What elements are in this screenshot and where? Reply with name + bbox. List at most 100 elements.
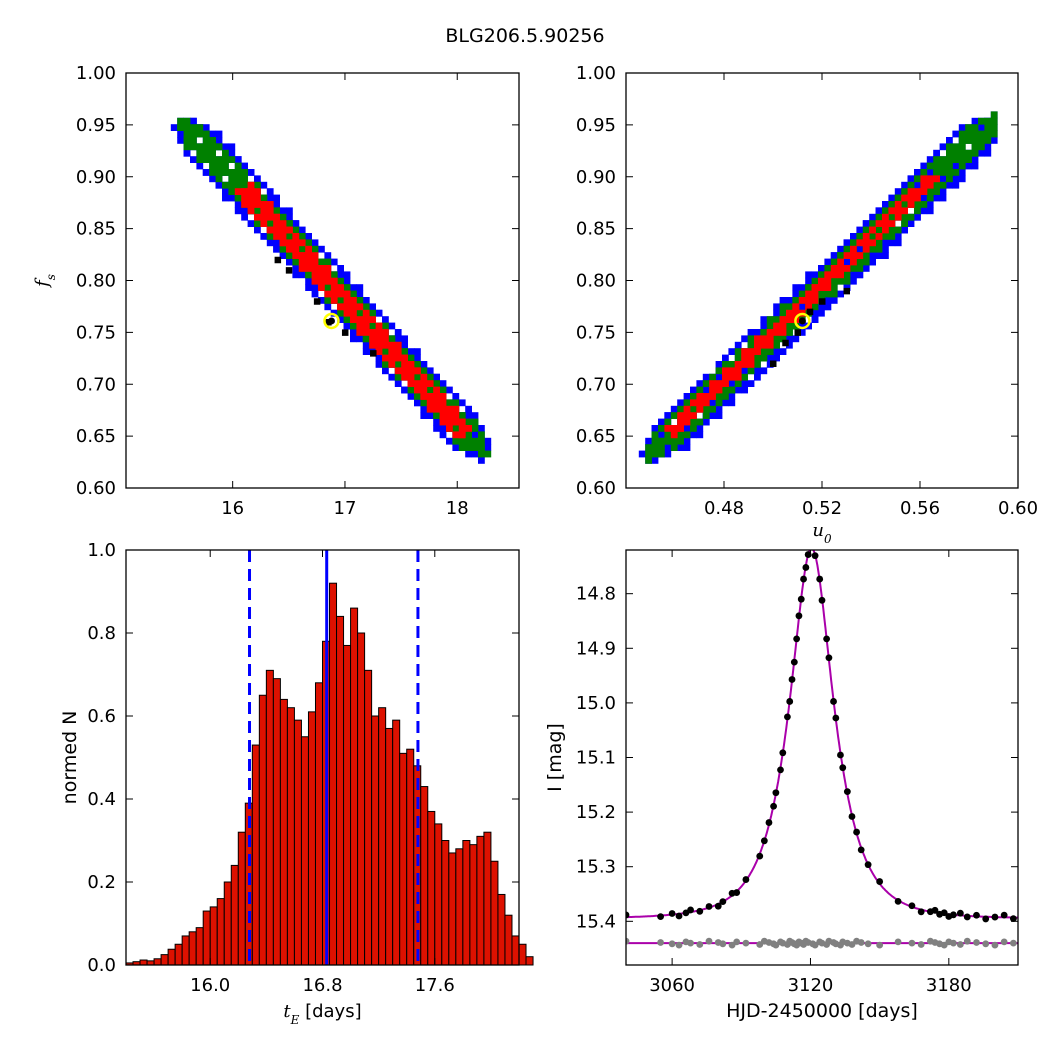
heatmap-cell xyxy=(324,265,332,272)
heatmap-cell xyxy=(414,393,421,400)
histogram-bar xyxy=(279,698,288,966)
heatmap-cell xyxy=(471,431,479,439)
y-tick-label: 1.0 xyxy=(87,540,116,561)
heatmap-cell xyxy=(786,316,793,323)
heatmap-cell xyxy=(760,322,768,330)
heatmap-cell xyxy=(773,303,780,311)
y-tick-label: 15.4 xyxy=(576,911,616,932)
heatmap-cell xyxy=(933,162,940,170)
heatmap-cell xyxy=(888,213,896,221)
axis-label-sub: E xyxy=(290,1013,300,1027)
histogram-bar xyxy=(181,935,190,966)
heatmap-cell xyxy=(356,322,364,330)
heatmap-cell xyxy=(683,431,691,439)
y-tick-label: 0.85 xyxy=(576,219,616,240)
heatmap-cell xyxy=(933,175,940,183)
histogram-bar xyxy=(511,935,520,966)
heatmap-cell xyxy=(728,367,736,375)
heatmap-cell xyxy=(350,309,357,317)
heatmap-cell xyxy=(209,143,216,151)
heatmap-cell xyxy=(670,412,678,419)
y-tick-label: 0.75 xyxy=(76,322,116,343)
heatmap-cell xyxy=(971,137,979,144)
heatmap-cell xyxy=(394,361,402,368)
heatmap-cell xyxy=(471,425,479,432)
heatmap-cell xyxy=(279,245,287,253)
heatmap-cell xyxy=(690,431,697,439)
heatmap-cell xyxy=(247,188,255,195)
histogram-bar xyxy=(258,694,267,966)
heatmap-cell xyxy=(709,393,716,400)
heatmap-cell xyxy=(702,393,710,400)
heatmap-cell xyxy=(209,130,216,138)
heatmap-cell xyxy=(722,380,729,387)
heatmap-cell xyxy=(292,258,300,266)
heatmap-cell xyxy=(946,162,953,170)
heatmap-cell xyxy=(965,137,972,144)
best-fit-ring xyxy=(794,312,811,330)
heatmap-cell xyxy=(286,226,293,234)
heatmap-cell xyxy=(382,316,389,323)
heatmap-cell xyxy=(311,265,319,272)
heatmap-cell xyxy=(420,412,428,419)
heatmap-cell xyxy=(818,277,825,285)
heatmap-cell xyxy=(407,354,415,362)
heatmap-cell xyxy=(862,265,870,272)
heatmap-cell xyxy=(747,341,755,349)
heatmap-cell xyxy=(433,405,440,413)
heatmap-cell xyxy=(747,329,755,336)
heatmap-cell xyxy=(965,149,972,157)
heatmap-cell xyxy=(458,399,466,407)
heatmap-cell xyxy=(298,252,306,259)
heatmap-cell xyxy=(356,329,364,336)
heatmap-cell xyxy=(433,386,440,394)
heatmap-cell xyxy=(266,188,274,195)
data-point xyxy=(963,913,971,921)
axis-label: u0 xyxy=(812,520,832,546)
heatmap-cell xyxy=(888,233,896,240)
histogram-bar xyxy=(490,860,499,966)
axis-label-suffix: [days] xyxy=(299,1001,361,1022)
heatmap-cell xyxy=(311,252,319,259)
y-tick-label: 0.75 xyxy=(576,322,616,343)
heatmap-cell xyxy=(234,162,242,170)
heatmap-cell xyxy=(234,169,242,176)
heatmap-cell xyxy=(286,207,293,215)
y-tick-label: 0.90 xyxy=(76,167,116,188)
heatmap-cell xyxy=(458,418,466,426)
data-point xyxy=(786,698,794,705)
heatmap-cell xyxy=(388,322,396,330)
heatmap-cell xyxy=(830,284,838,291)
heatmap-cell xyxy=(465,431,472,439)
heatmap-cell xyxy=(305,239,312,247)
heatmap-cell xyxy=(773,335,780,343)
residual-point xyxy=(973,939,980,946)
heatmap-cell xyxy=(882,239,889,247)
heatmap-cell xyxy=(837,245,844,253)
heatmap-cell xyxy=(971,149,979,157)
heatmap-cell xyxy=(228,194,236,202)
heatmap-cell xyxy=(458,431,466,439)
heatmap-cell xyxy=(875,226,883,234)
heatmap-cell xyxy=(670,425,678,432)
heatmap-cell xyxy=(734,341,742,349)
heatmap-cell xyxy=(766,354,774,362)
heatmap-cell xyxy=(677,405,684,413)
heatmap-cell xyxy=(420,393,428,400)
heatmap-cell xyxy=(382,341,389,349)
likelihood-peak-cell xyxy=(794,329,801,336)
axis-label-sub: 0 xyxy=(824,532,832,546)
heatmap-cell xyxy=(933,188,940,195)
data-point xyxy=(705,903,713,910)
heatmap-cell xyxy=(471,412,479,419)
heatmap-cell xyxy=(452,393,460,400)
heatmap-cell xyxy=(875,239,883,247)
heatmap-cell xyxy=(439,399,447,407)
heatmap-cell xyxy=(375,329,383,336)
heatmap-cell xyxy=(766,348,774,355)
heatmap-cell xyxy=(234,207,242,215)
heatmap-cell xyxy=(222,169,229,176)
heatmap-cell xyxy=(337,277,344,285)
heatmap-cell xyxy=(292,252,300,259)
heatmap-cell xyxy=(926,194,934,202)
